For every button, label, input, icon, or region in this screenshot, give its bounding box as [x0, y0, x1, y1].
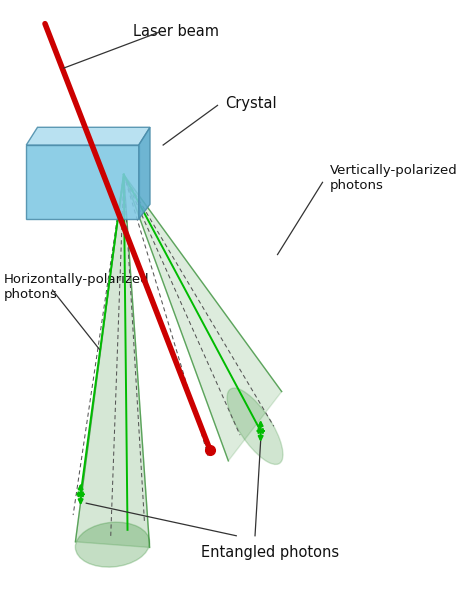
Text: Entangled photons: Entangled photons: [201, 545, 338, 559]
Polygon shape: [139, 127, 150, 219]
Text: Vertically-polarized
photons: Vertically-polarized photons: [329, 163, 457, 192]
Ellipse shape: [75, 522, 149, 567]
Polygon shape: [123, 175, 281, 461]
Ellipse shape: [227, 388, 282, 465]
Text: Horizontally-polarized
photons: Horizontally-polarized photons: [4, 273, 149, 301]
Text: Laser beam: Laser beam: [133, 24, 219, 38]
Text: Crystal: Crystal: [224, 96, 276, 111]
Polygon shape: [26, 145, 139, 219]
Polygon shape: [75, 175, 149, 548]
Polygon shape: [26, 127, 150, 145]
